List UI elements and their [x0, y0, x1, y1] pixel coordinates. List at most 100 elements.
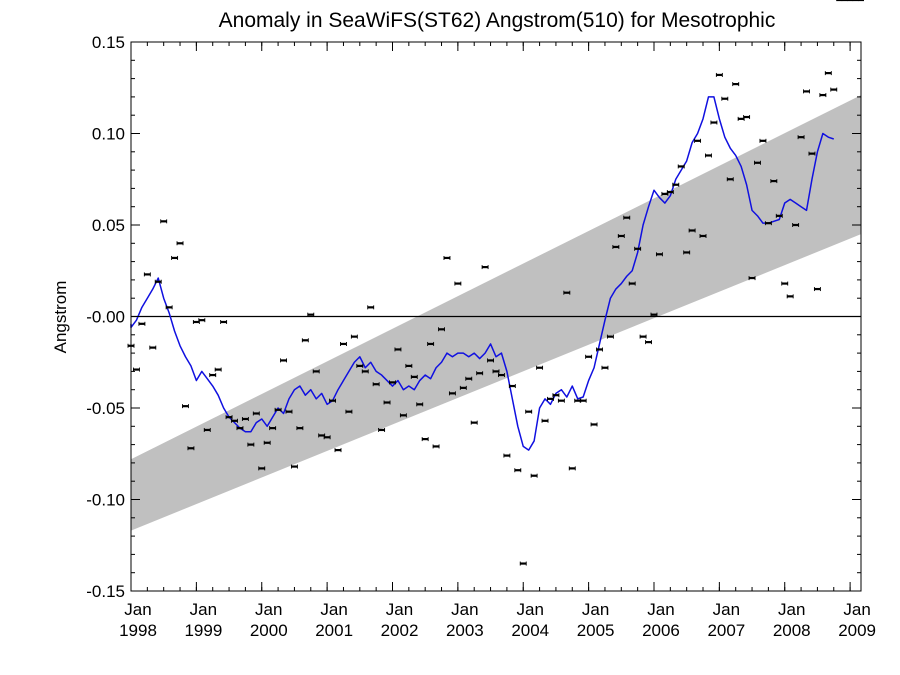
- data-point: [688, 228, 696, 233]
- data-point: [394, 347, 402, 352]
- y-tick-label: -0.05: [86, 399, 125, 418]
- data-point: [252, 411, 260, 416]
- data-point: [748, 276, 756, 281]
- data-point: [241, 416, 249, 421]
- data-point: [421, 437, 429, 442]
- x-tick-month-label: Jan: [843, 600, 870, 619]
- data-point: [209, 373, 217, 378]
- data-point: [519, 561, 527, 566]
- data-point: [732, 82, 740, 87]
- data-point: [639, 334, 647, 339]
- data-point: [470, 420, 478, 425]
- data-point: [775, 213, 783, 218]
- x-tick-year-label: 2005: [577, 621, 615, 640]
- data-point: [274, 407, 282, 412]
- data-point: [350, 334, 358, 339]
- data-point: [432, 444, 440, 449]
- data-point: [830, 87, 838, 92]
- data-point: [263, 440, 271, 445]
- data-points-layer: [127, 0, 864, 566]
- data-point: [508, 384, 516, 389]
- data-point: [497, 373, 505, 378]
- data-point: [541, 418, 549, 423]
- data-point: [492, 369, 500, 374]
- data-point: [165, 305, 173, 310]
- data-point: [645, 340, 652, 345]
- x-tick-month-label: Jan: [320, 600, 347, 619]
- data-point: [634, 246, 642, 251]
- data-point: [410, 374, 418, 379]
- data-point: [705, 153, 712, 158]
- data-point: [389, 380, 396, 385]
- data-point: [427, 341, 435, 346]
- data-point: [601, 365, 609, 370]
- x-tick-year-label: 2004: [511, 621, 549, 640]
- x-tick-year-label: 2008: [773, 621, 811, 640]
- data-point: [557, 398, 565, 403]
- data-point: [438, 327, 445, 332]
- data-point: [290, 464, 298, 469]
- data-point: [138, 321, 146, 326]
- y-tick-label: -0.10: [86, 491, 125, 510]
- data-point: [563, 290, 571, 295]
- y-tick-label: 0.05: [92, 216, 125, 235]
- data-point: [754, 160, 761, 165]
- data-point: [296, 426, 304, 431]
- data-point: [715, 72, 723, 77]
- data-point: [628, 281, 636, 286]
- data-point: [236, 426, 244, 431]
- data-point: [764, 221, 772, 226]
- data-point: [536, 365, 544, 370]
- x-tick-year-label: 1999: [184, 621, 222, 640]
- x-tick-month-label: Jan: [778, 600, 805, 619]
- data-point: [198, 318, 206, 323]
- data-point: [797, 135, 805, 140]
- smooth-series-line: [130, 96, 834, 451]
- data-point: [312, 369, 320, 374]
- data-point: [231, 418, 238, 423]
- data-point: [367, 305, 375, 310]
- data-point: [476, 371, 484, 376]
- data-point: [187, 446, 195, 451]
- data-point: [399, 413, 407, 418]
- data-point: [220, 319, 228, 324]
- data-point: [808, 151, 816, 156]
- x-tick-year-label: 2002: [381, 621, 419, 640]
- data-point: [514, 468, 522, 473]
- x-tick-month-label: Jan: [124, 600, 151, 619]
- data-point: [383, 400, 391, 405]
- data-point: [280, 358, 287, 363]
- data-point: [552, 393, 560, 398]
- data-point: [269, 426, 277, 431]
- data-point: [225, 415, 233, 420]
- data-point: [372, 382, 380, 387]
- data-point: [487, 358, 495, 363]
- data-point: [307, 312, 315, 317]
- data-point: [579, 398, 587, 403]
- data-point: [481, 265, 489, 270]
- x-tick-year-label: 2000: [250, 621, 288, 640]
- x-tick-month-label: Jan: [386, 600, 413, 619]
- data-point: [699, 233, 707, 238]
- data-point: [154, 279, 162, 284]
- x-tick-month-label: Jan: [713, 600, 740, 619]
- data-point: [819, 93, 827, 98]
- x-tick-year-label: 2007: [707, 621, 745, 640]
- data-point: [258, 466, 266, 471]
- axes-layer: 0.150.100.05-0.00-0.05-0.10-0.15Jan1998J…: [86, 33, 876, 640]
- data-point: [770, 179, 778, 184]
- chart-title: Anomaly in SeaWiFS(ST62) Angstrom(510) f…: [219, 9, 776, 32]
- data-point: [623, 215, 631, 220]
- x-tick-year-label: 2003: [446, 621, 484, 640]
- x-tick-year-label: 2009: [838, 621, 876, 640]
- data-point: [143, 272, 151, 277]
- x-tick-month-label: Jan: [255, 600, 282, 619]
- y-tick-label: 0.15: [92, 33, 125, 52]
- x-tick-month-label: Jan: [647, 600, 674, 619]
- data-point: [340, 341, 347, 346]
- data-point: [813, 287, 821, 292]
- data-point: [710, 120, 718, 125]
- data-point: [547, 396, 554, 401]
- data-point: [721, 96, 729, 101]
